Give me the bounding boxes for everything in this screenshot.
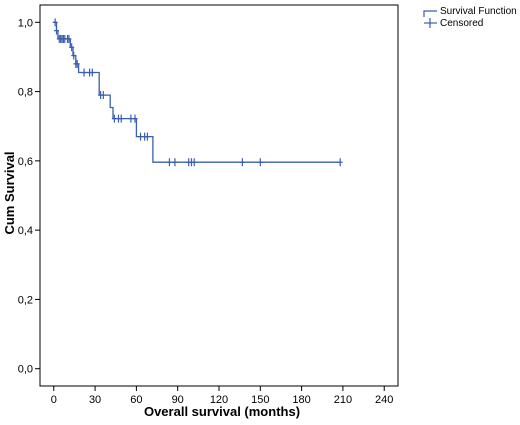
censored-marker: [257, 158, 263, 167]
censored-marker: [89, 68, 95, 77]
censored-marker: [144, 132, 150, 141]
y-tick-label: 0,2: [18, 294, 33, 306]
censored-marker: [337, 158, 343, 167]
censored-marker: [69, 43, 75, 52]
x-tick-label: 60: [130, 394, 142, 406]
censored-marker: [52, 18, 58, 27]
x-tick-label: 120: [210, 394, 228, 406]
x-tick-label: 30: [89, 394, 101, 406]
y-axis-title: Cum Survival: [2, 151, 17, 234]
plot-layer: [52, 18, 343, 167]
censored-marker: [118, 114, 124, 123]
survival-step-line: [53, 21, 341, 163]
censored-marker: [132, 114, 138, 123]
censored-marker: [71, 51, 77, 60]
y-tick-label: 1,0: [18, 17, 33, 29]
ticks-layer: 0 30 60 90 120 150 180 210 240 0,0 0,2 0,4 0,6 0,8 1,0: [18, 17, 394, 406]
censored-marker: [74, 59, 80, 68]
censored-marker: [172, 158, 178, 167]
y-tick-label: 0,6: [18, 156, 33, 168]
legend-survival-swatch: [423, 10, 437, 17]
legend-censored-label: Censored: [440, 18, 483, 29]
x-tick-label: 0: [51, 394, 57, 406]
x-tick-label: 180: [292, 394, 310, 406]
censored-marker: [54, 26, 60, 35]
legend: Survival Function Censored: [423, 6, 517, 29]
x-axis-title: Overall survival (months): [144, 404, 300, 419]
x-tick-label: 150: [251, 394, 269, 406]
y-tick-label: 0,0: [18, 364, 33, 376]
censored-marker: [166, 158, 172, 167]
censored-marker: [81, 68, 87, 77]
censored-marker: [100, 91, 106, 100]
x-tick-label: 90: [172, 394, 184, 406]
y-tick-label: 0,8: [18, 87, 33, 99]
legend-survival-label: Survival Function: [440, 6, 517, 17]
censored-marker: [191, 158, 197, 167]
y-tick-label: 0,4: [18, 225, 33, 237]
x-tick-label: 240: [375, 394, 393, 406]
plot-frame: [39, 4, 399, 387]
censored-marker: [239, 158, 245, 167]
censored-marker: [66, 34, 72, 43]
x-tick-label: 210: [334, 394, 352, 406]
axes-layer: [39, 4, 399, 387]
